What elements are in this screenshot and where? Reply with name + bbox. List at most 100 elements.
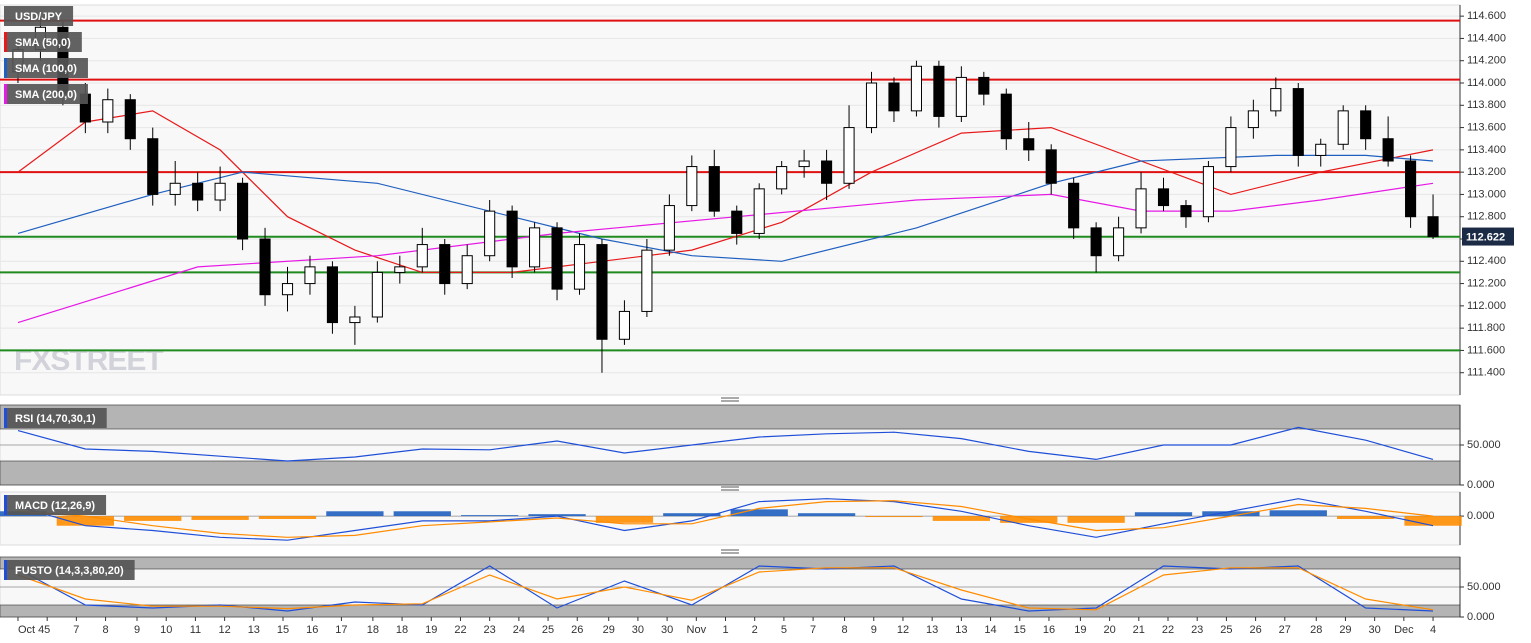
x-tick-label: 16 xyxy=(306,624,318,636)
candle-body xyxy=(1157,188,1170,207)
x-tick-label: Nov xyxy=(687,624,707,636)
candle-body xyxy=(1090,227,1102,257)
x-tick-label: 11 xyxy=(190,624,201,636)
candle-body xyxy=(1382,138,1394,162)
candle-body xyxy=(618,310,630,340)
x-tick-label: 29 xyxy=(603,624,615,636)
x-tick-label: 14 xyxy=(984,624,996,636)
x-tick-label: 20 xyxy=(1103,624,1115,636)
legend-item: SMA (50,0) xyxy=(4,32,82,52)
candle-body xyxy=(1337,110,1349,145)
x-tick-label: 7 xyxy=(73,624,79,636)
histogram-bar xyxy=(124,516,182,521)
series-line xyxy=(17,498,1434,541)
y-tick-label: 114.600 xyxy=(1467,10,1506,22)
candle-body xyxy=(461,255,473,285)
candle-body xyxy=(529,227,541,268)
x-tick-label: 2 xyxy=(752,624,758,636)
candle-body xyxy=(798,160,810,168)
legend-label: SMA (200,0) xyxy=(15,89,77,101)
candle-body xyxy=(439,244,451,285)
legend-box xyxy=(4,6,74,26)
candle-body xyxy=(865,82,878,129)
candle-body xyxy=(1405,160,1417,218)
candle-body xyxy=(1180,205,1192,218)
x-tick-label: 8 xyxy=(841,624,847,636)
separator xyxy=(721,397,739,554)
candle-body xyxy=(371,271,383,318)
y-tick-label: 50.000 xyxy=(1467,439,1501,451)
candle-body xyxy=(1292,88,1304,156)
histogram-bar xyxy=(865,516,923,518)
x-tick-label: 5 xyxy=(781,624,787,636)
zone xyxy=(0,460,1461,486)
histogram-bar xyxy=(1067,516,1125,523)
candle-body xyxy=(933,65,945,117)
y-tick-label: 0.000 xyxy=(1467,611,1495,623)
candle-body xyxy=(147,138,159,195)
y-tick-label: 111.400 xyxy=(1467,367,1505,379)
candle-body xyxy=(753,188,765,234)
x-tick-label: 17 xyxy=(335,624,347,636)
candle-body xyxy=(708,166,720,212)
x-tick-label: 21 xyxy=(1133,624,1145,636)
price-tag-label: 112.622 xyxy=(1466,231,1505,243)
candle-body xyxy=(776,166,788,190)
histogram-bar xyxy=(326,511,384,517)
histogram-bar xyxy=(191,516,249,520)
x-tick-label: 22 xyxy=(454,624,466,636)
histogram-bar xyxy=(730,509,788,517)
legend-box xyxy=(4,495,107,515)
legend-swatch xyxy=(4,58,7,78)
candle-body xyxy=(686,166,698,207)
legend-item: SMA (100,0) xyxy=(4,58,88,78)
x-tick-label: 28 xyxy=(1310,624,1322,636)
histogram-bar xyxy=(1337,516,1395,519)
y-tick-label: 0.000 xyxy=(1467,510,1495,522)
legend-item: SMA (200,0) xyxy=(4,84,88,104)
x-tick-label: 27 xyxy=(1279,624,1291,636)
x-tick-label: 4 xyxy=(1430,624,1436,636)
y-tick-label: 113.800 xyxy=(1467,99,1506,111)
x-tick-label: 9 xyxy=(871,624,877,636)
x-tick-label: 18 xyxy=(396,624,408,636)
legend-label: USD/JPY xyxy=(15,11,63,23)
series-line xyxy=(17,500,1434,538)
candle-body xyxy=(214,182,226,201)
legend-label: SMA (100,0) xyxy=(15,63,77,75)
price-tag xyxy=(1462,227,1514,246)
candle-body xyxy=(349,316,361,324)
legend-swatch xyxy=(4,32,7,52)
legend-label: MACD (12,26,9) xyxy=(15,500,95,512)
y-tick-label: 114.400 xyxy=(1467,32,1506,44)
y-tick-label: 112.400 xyxy=(1467,255,1506,267)
histogram-bar xyxy=(1202,511,1260,517)
histogram-bar xyxy=(56,516,114,526)
histogram-bar xyxy=(461,515,519,517)
x-tick-label: 22 xyxy=(1162,624,1174,636)
y-tick-label: 112.200 xyxy=(1467,277,1506,289)
legend-label: RSI (14,70,30,1) xyxy=(15,413,96,425)
histogram-bar xyxy=(1134,512,1193,517)
y-tick-label: 113.400 xyxy=(1467,144,1506,156)
x-tick-label: 13 xyxy=(248,624,260,636)
legend-box xyxy=(4,32,82,52)
x-tick-label: 30 xyxy=(632,624,644,636)
legend-swatch xyxy=(4,84,7,104)
candle-body xyxy=(821,160,833,184)
candle-body xyxy=(484,210,496,257)
legend-label: SMA (50,0) xyxy=(15,37,71,49)
histogram-bar xyxy=(595,516,654,523)
candle-body xyxy=(124,99,136,140)
candle-body xyxy=(573,244,586,290)
y-tick-label: 0.000 xyxy=(1467,479,1495,491)
x-tick-label: 13 xyxy=(955,624,967,636)
legend-item: FUSTO (14,3,3,80,20) xyxy=(4,560,135,580)
y-tick-label: 113.200 xyxy=(1467,166,1506,178)
candle-body xyxy=(663,205,675,251)
x-tick-label: Oct 4 xyxy=(18,624,44,636)
x-tick-label: 24 xyxy=(513,624,525,636)
candle-body xyxy=(1202,166,1214,218)
x-tick-label: 9 xyxy=(134,624,140,636)
